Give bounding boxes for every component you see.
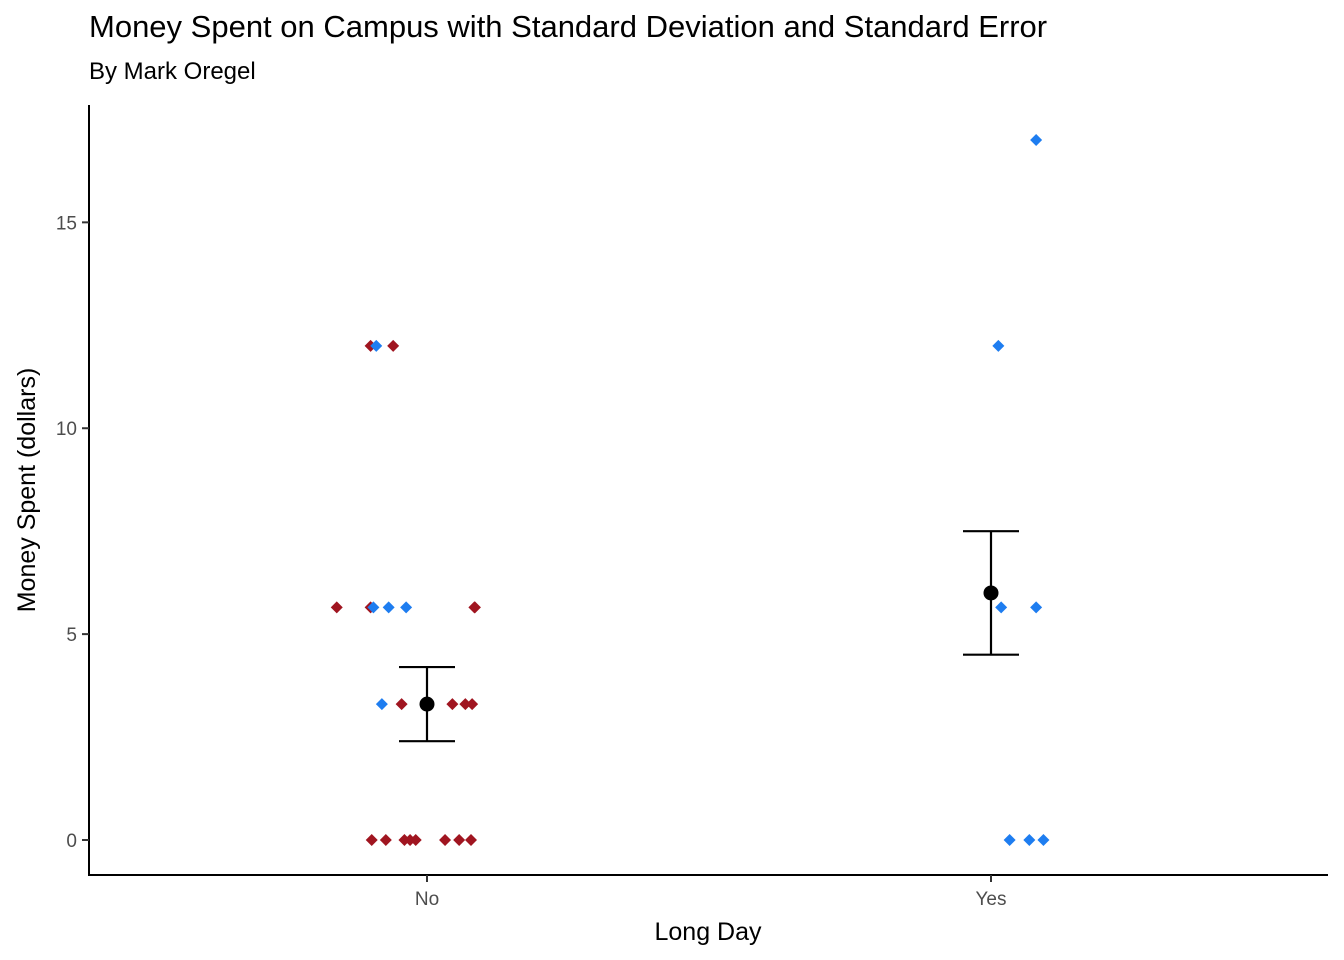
mean-point — [419, 696, 435, 712]
data-point-no — [464, 834, 477, 846]
data-point-yes — [382, 601, 395, 614]
y-axis-title: Money Spent (dollars) — [13, 368, 41, 613]
data-point-yes — [1003, 834, 1016, 846]
data-point-no — [387, 339, 400, 352]
data-point-no — [365, 834, 378, 846]
data-point-no — [459, 698, 472, 711]
data-point-yes — [1037, 834, 1050, 846]
chart-subtitle: By Mark Oregel — [89, 58, 256, 85]
y-tick-label: 15 — [56, 213, 77, 234]
data-point-yes — [992, 339, 1005, 352]
data-point-no — [379, 834, 392, 846]
data-point-no — [409, 834, 422, 846]
axes: 0 5 10 15 No Yes — [56, 105, 1328, 910]
data-point-no — [330, 601, 343, 614]
data-point-no — [468, 601, 481, 614]
data-point-yes — [375, 698, 388, 711]
data-point-yes — [1023, 834, 1036, 846]
data-point-no — [446, 698, 459, 711]
data-point-no — [439, 834, 452, 846]
summary-stats — [399, 530, 1019, 743]
data-point-yes — [1030, 134, 1043, 146]
x-tick-label: No — [415, 889, 439, 910]
x-tick-label: Yes — [976, 889, 1007, 910]
y-tick-label: 10 — [56, 419, 77, 440]
y-tick-label: 5 — [66, 625, 77, 646]
data-point-no — [466, 698, 479, 711]
y-tick-label: 0 — [66, 831, 77, 852]
data-point-yes — [400, 601, 413, 614]
data-points — [330, 134, 1050, 846]
data-point-yes — [367, 601, 380, 614]
data-point-no — [395, 698, 408, 711]
data-point-yes — [370, 339, 383, 352]
x-axis-title: Long Day — [654, 918, 762, 946]
mean-point — [983, 585, 999, 601]
data-point-yes — [995, 601, 1008, 614]
chart-title: Money Spent on Campus with Standard Devi… — [89, 9, 1048, 44]
data-point-yes — [1030, 601, 1043, 614]
data-point-no — [453, 834, 466, 846]
